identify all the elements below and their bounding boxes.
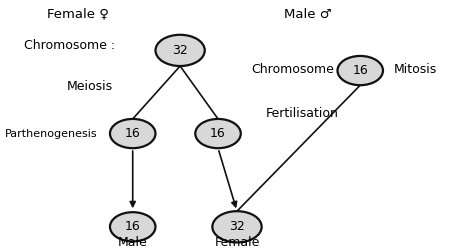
Text: 16: 16 <box>125 127 141 140</box>
Text: 16: 16 <box>210 127 226 140</box>
Text: Meiosis: Meiosis <box>66 80 112 93</box>
Text: Male ♂: Male ♂ <box>284 8 332 21</box>
Text: 16: 16 <box>125 220 141 233</box>
Text: Female: Female <box>214 236 260 249</box>
Ellipse shape <box>195 119 241 148</box>
Ellipse shape <box>155 35 205 66</box>
Text: Chromosome :: Chromosome : <box>24 39 115 52</box>
Text: 16: 16 <box>352 64 368 77</box>
Text: Male: Male <box>118 236 147 249</box>
Ellipse shape <box>110 119 155 148</box>
Text: Mitosis: Mitosis <box>393 63 437 76</box>
Text: Chromosome: Chromosome <box>251 63 334 76</box>
Ellipse shape <box>212 211 262 242</box>
Ellipse shape <box>110 212 155 241</box>
Ellipse shape <box>337 56 383 85</box>
Text: Fertilisation: Fertilisation <box>265 107 338 120</box>
Text: 32: 32 <box>172 44 188 57</box>
Text: Parthenogenesis: Parthenogenesis <box>5 129 97 139</box>
Text: Female ♀: Female ♀ <box>47 8 109 21</box>
Text: 32: 32 <box>229 220 245 233</box>
